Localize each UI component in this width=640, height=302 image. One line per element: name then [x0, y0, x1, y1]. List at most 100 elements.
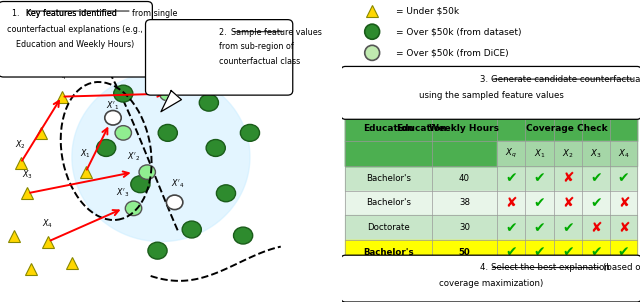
- Bar: [346, 215, 637, 240]
- Text: $X_4$: $X_4$: [42, 217, 54, 230]
- Circle shape: [148, 242, 167, 259]
- Bar: [497, 116, 637, 141]
- Bar: [346, 191, 637, 215]
- Text: Coverage Check: Coverage Check: [526, 124, 608, 133]
- Circle shape: [365, 45, 380, 60]
- Circle shape: [166, 195, 183, 210]
- Text: Education: Education: [364, 124, 414, 133]
- Text: Education and Weekly Hours): Education and Weekly Hours): [16, 40, 134, 49]
- Circle shape: [125, 201, 141, 216]
- Circle shape: [199, 94, 218, 111]
- Text: ✔: ✔: [590, 196, 602, 210]
- Text: b: b: [10, 39, 20, 53]
- Text: Weekly Hours: Weekly Hours: [429, 124, 499, 133]
- Text: $X_q$: $X_q$: [506, 147, 517, 160]
- Text: $X_4$: $X_4$: [618, 147, 630, 160]
- Text: 40: 40: [459, 174, 470, 183]
- Text: ✘: ✘: [534, 270, 545, 284]
- Text: Select the best explanation: Select the best explanation: [492, 263, 612, 272]
- Text: $X_3$: $X_3$: [22, 169, 33, 181]
- Text: counterfactual explanations (e.g.,: counterfactual explanations (e.g.,: [8, 25, 143, 34]
- Bar: [346, 116, 497, 141]
- Text: from sub-region of: from sub-region of: [219, 42, 294, 51]
- Text: ✔: ✔: [534, 246, 545, 259]
- Circle shape: [365, 24, 380, 39]
- Text: 3.: 3.: [481, 75, 492, 84]
- Text: $X_1$: $X_1$: [534, 147, 545, 160]
- Text: 50: 50: [459, 273, 470, 282]
- Circle shape: [56, 55, 75, 72]
- Bar: [432, 116, 497, 141]
- Text: = Under $50k: = Under $50k: [396, 6, 459, 15]
- Circle shape: [159, 86, 176, 101]
- Text: $X'_q$: $X'_q$: [164, 69, 178, 82]
- Bar: [346, 116, 432, 141]
- Circle shape: [114, 85, 133, 102]
- Text: $X'_3$: $X'_3$: [116, 187, 130, 199]
- Circle shape: [158, 124, 177, 141]
- Text: Bachelor's: Bachelor's: [364, 248, 414, 257]
- FancyBboxPatch shape: [341, 255, 640, 302]
- Text: ✘: ✘: [618, 221, 630, 235]
- Text: 30: 30: [459, 223, 470, 232]
- Text: $X_2$: $X_2$: [15, 139, 26, 151]
- Bar: [346, 141, 497, 166]
- Text: = Over $50k (from DiCE): = Over $50k (from DiCE): [396, 48, 509, 57]
- Circle shape: [83, 49, 102, 66]
- Circle shape: [206, 140, 225, 156]
- Text: $X'_4$: $X'_4$: [172, 178, 185, 190]
- Text: ✘: ✘: [562, 171, 573, 185]
- Text: 4.: 4.: [481, 263, 492, 272]
- Circle shape: [241, 124, 260, 141]
- Text: ✘: ✘: [618, 196, 630, 210]
- Text: Associate: Associate: [368, 273, 409, 282]
- Text: ✔: ✔: [506, 171, 517, 185]
- Polygon shape: [72, 72, 250, 242]
- Text: $X_2$: $X_2$: [562, 147, 573, 160]
- Polygon shape: [161, 91, 182, 112]
- Text: ✘: ✘: [562, 196, 573, 210]
- Text: Generate candidate counterfactuals: Generate candidate counterfactuals: [492, 75, 640, 84]
- Text: 50: 50: [458, 248, 470, 257]
- Text: ✔: ✔: [562, 221, 573, 235]
- Text: ✔: ✔: [534, 221, 545, 235]
- Bar: [497, 141, 637, 166]
- Circle shape: [172, 64, 191, 81]
- Bar: [432, 141, 497, 166]
- Text: using the sampled feature values: using the sampled feature values: [419, 91, 564, 100]
- Text: = Over $50k (from dataset): = Over $50k (from dataset): [396, 27, 522, 36]
- Text: ✔: ✔: [618, 246, 630, 259]
- Text: $X'_2$: $X'_2$: [127, 151, 140, 163]
- Bar: [497, 116, 637, 141]
- Text: 38: 38: [459, 198, 470, 207]
- Text: ✔: ✔: [590, 270, 602, 284]
- Circle shape: [131, 176, 150, 193]
- Bar: [346, 141, 432, 166]
- Text: $X_q$: $X_q$: [56, 69, 67, 82]
- Text: ✔: ✔: [590, 171, 602, 185]
- Text: counterfactual class: counterfactual class: [219, 57, 300, 66]
- Text: $X_1$: $X_1$: [80, 148, 91, 160]
- Text: Sample feature values: Sample feature values: [231, 28, 322, 37]
- FancyBboxPatch shape: [0, 2, 152, 77]
- Text: $X_3$: $X_3$: [590, 147, 602, 160]
- Bar: [346, 166, 637, 191]
- Text: $X'_1$: $X'_1$: [106, 99, 120, 112]
- Text: 2.: 2.: [219, 28, 229, 37]
- FancyBboxPatch shape: [145, 20, 292, 95]
- Text: ✔: ✔: [534, 171, 545, 185]
- Text: Bachelor's: Bachelor's: [366, 174, 411, 183]
- Circle shape: [216, 185, 236, 202]
- Text: coverage maximization): coverage maximization): [439, 279, 543, 288]
- Text: ✔: ✔: [506, 246, 517, 259]
- Bar: [346, 240, 637, 265]
- Text: ✘: ✘: [506, 196, 517, 210]
- Circle shape: [139, 165, 156, 179]
- Text: ✘: ✘: [590, 221, 602, 235]
- Text: Bachelor's: Bachelor's: [366, 198, 411, 207]
- Text: Doctorate: Doctorate: [367, 223, 410, 232]
- Text: (based on: (based on: [603, 263, 640, 272]
- Text: ✘: ✘: [506, 270, 517, 284]
- Text: ✔: ✔: [618, 171, 630, 185]
- Text: Education: Education: [396, 124, 447, 133]
